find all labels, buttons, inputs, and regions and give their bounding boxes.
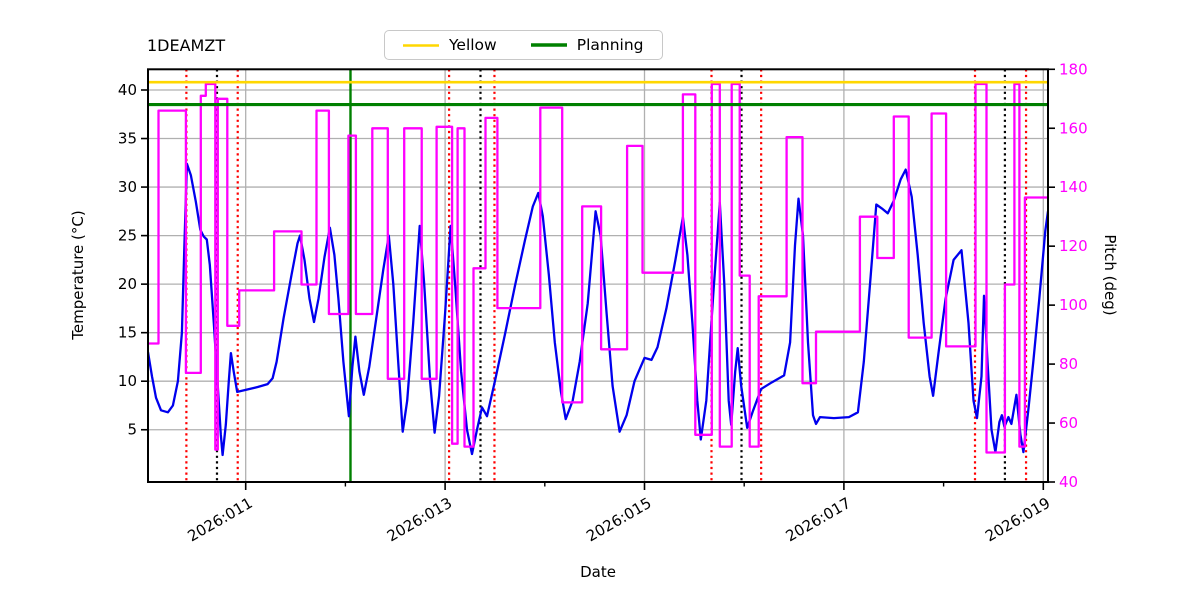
y-tick-label-left: 20 xyxy=(118,275,137,293)
y-tick-label-left: 15 xyxy=(118,324,137,342)
y-tick-label-left: 25 xyxy=(118,227,137,245)
temperature-series-line xyxy=(147,162,1049,457)
x-tick-label: 2026:017 xyxy=(783,494,854,546)
x-tick-label: 2026:011 xyxy=(184,494,255,546)
y-tick-label-right: 80 xyxy=(1059,355,1078,373)
legend-label-planning: Planning xyxy=(576,36,644,54)
y-tick-label-left: 35 xyxy=(118,130,137,148)
y-tick-label-right: 140 xyxy=(1059,178,1088,196)
pitch-series-line xyxy=(148,82,1048,454)
green-line-swatch-icon xyxy=(530,43,567,47)
yellow-line-swatch-icon xyxy=(403,43,439,47)
y-tick-label-right: 100 xyxy=(1059,296,1088,314)
y-axis-label-left: Temperature (°C) xyxy=(69,210,87,340)
legend-item-yellow: Yellow xyxy=(403,36,497,54)
x-tick-label: 2026:019 xyxy=(982,494,1053,546)
y-tick-label-right: 120 xyxy=(1059,237,1088,255)
y-tick-label-left: 30 xyxy=(118,178,137,196)
x-tick-label: 2026:015 xyxy=(583,494,654,546)
legend: Yellow Planning xyxy=(384,30,663,60)
y-axis-label-right: Pitch (deg) xyxy=(1101,234,1119,316)
legend-label-yellow: Yellow xyxy=(449,36,497,54)
chart-title: 1DEAMZT xyxy=(147,36,226,55)
y-tick-label-left: 10 xyxy=(118,372,137,390)
legend-item-planning: Planning xyxy=(530,36,644,54)
x-tick-label: 2026:013 xyxy=(384,494,455,546)
y-tick-label-left: 5 xyxy=(127,421,137,439)
y-tick-label-right: 60 xyxy=(1059,414,1078,432)
plot-border xyxy=(147,68,1049,484)
x-axis-label: Date xyxy=(580,563,616,581)
y-tick-label-left: 40 xyxy=(118,81,137,99)
y-tick-label-right: 180 xyxy=(1059,60,1088,78)
y-tick-label-right: 160 xyxy=(1059,119,1088,137)
y-tick-label-right: 40 xyxy=(1059,473,1078,491)
